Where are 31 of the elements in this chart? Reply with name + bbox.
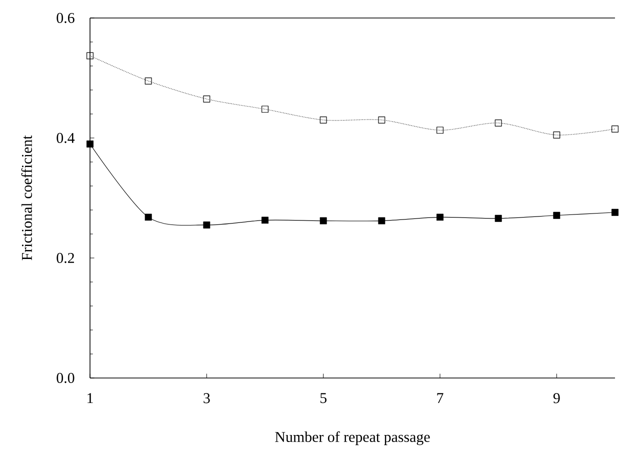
point (86, 140, 94, 148)
y-tick-label: 0.0 (56, 372, 74, 384)
point (203, 222, 210, 228)
point (553, 212, 560, 219)
point (378, 217, 386, 224)
point (262, 216, 268, 224)
point (144, 214, 152, 221)
point (378, 116, 386, 124)
point (320, 217, 327, 224)
point (612, 208, 618, 216)
x-tick-label: 7 (437, 393, 444, 403)
point (203, 95, 210, 102)
x-tick-label: 5 (320, 393, 326, 404)
point (86, 52, 94, 60)
x-tick-label: 3 (204, 393, 210, 404)
point (436, 126, 444, 134)
x-tick-label: 9 (553, 393, 560, 404)
y-tick-label: 0.4 (56, 132, 75, 144)
y-tick-label: 0.2 (56, 252, 74, 264)
point (320, 116, 327, 124)
point (436, 214, 444, 221)
point (262, 106, 268, 113)
x-axis-title: Number of repeat passage (275, 431, 430, 446)
y-axis-title: Frictional coefficient (21, 135, 32, 260)
point (494, 119, 502, 126)
point (144, 77, 152, 84)
point (494, 214, 502, 222)
y-tick-label: 0.6 (56, 12, 74, 24)
x-tick-label: 1 (88, 393, 93, 404)
point (612, 125, 618, 132)
point (553, 131, 560, 138)
